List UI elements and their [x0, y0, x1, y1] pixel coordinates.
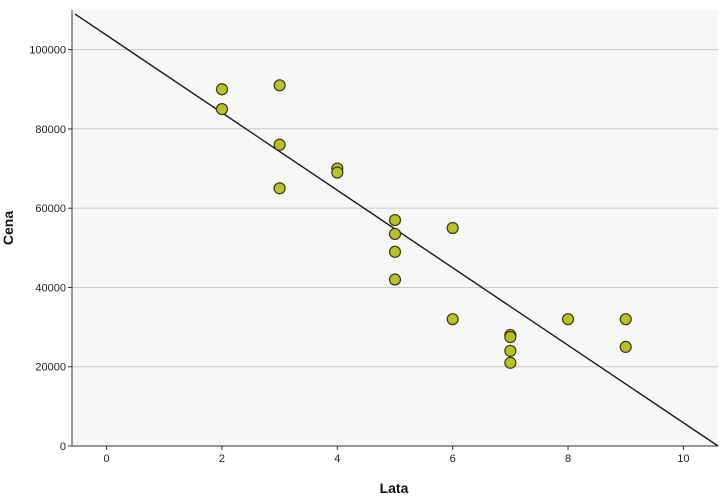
- scatter-point: [504, 356, 517, 369]
- x-tick-label: 0: [104, 453, 110, 465]
- scatter-point: [504, 344, 517, 357]
- scatter-point: [388, 227, 402, 241]
- y-tick-label: 100000: [29, 45, 66, 57]
- y-tick-label: 0: [60, 441, 66, 453]
- scatter-point: [215, 83, 229, 96]
- y-tick-label: 80000: [35, 124, 66, 136]
- scatter-point: [388, 213, 402, 227]
- scatter-point: [619, 313, 632, 326]
- x-tick-label: 8: [565, 453, 571, 465]
- x-tick-label: 6: [450, 453, 456, 465]
- scatter-point: [215, 102, 229, 116]
- scatter-point: [446, 221, 459, 235]
- y-tick-label: 40000: [35, 282, 66, 294]
- scatter-point: [446, 313, 459, 326]
- scatter-point: [388, 245, 402, 258]
- scatter-point: [388, 273, 402, 286]
- scatter-point: [331, 166, 344, 179]
- scatter-point: [273, 138, 286, 151]
- scatter-point: [619, 340, 632, 354]
- gridlines: [72, 49, 718, 368]
- data-points: [215, 79, 632, 369]
- scatter-point: [273, 182, 286, 195]
- x-tick-label: 10: [677, 453, 689, 465]
- x-axis-title: Lata: [380, 480, 409, 496]
- y-tick-label: 60000: [35, 203, 66, 215]
- x-ticks: 0 2 4 6 8 10: [104, 446, 690, 465]
- y-tick-label: 20000: [35, 362, 66, 374]
- scatter-point: [504, 330, 517, 344]
- x-tick-label: 4: [334, 453, 340, 465]
- axes: [71, 10, 718, 447]
- y-axis-title: Cena: [0, 211, 16, 245]
- y-ticks: 0 20000 40000 60000 80000 100000: [29, 45, 72, 453]
- scatter-point: [561, 313, 575, 326]
- x-tick-label: 2: [219, 453, 225, 465]
- scatter-point: [273, 79, 286, 92]
